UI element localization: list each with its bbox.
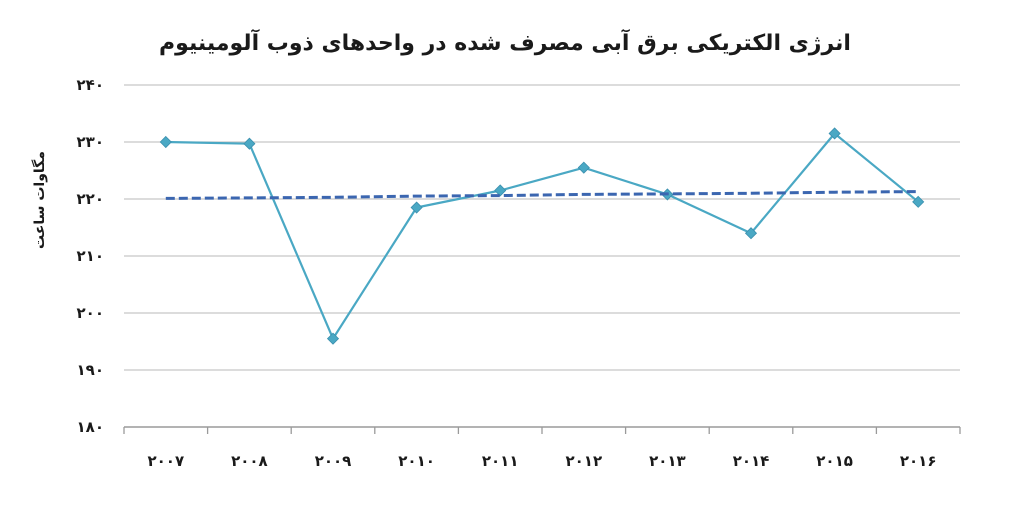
data-point-marker bbox=[828, 127, 841, 140]
x-tick-label: ۲۰۰۷ bbox=[147, 452, 184, 470]
x-tick-label: ۲۰۰۸ bbox=[231, 452, 268, 470]
series-group bbox=[159, 127, 925, 345]
x-tick-label: ۲۰۱۵ bbox=[816, 452, 853, 470]
data-point-marker bbox=[744, 227, 758, 240]
data-point-marker bbox=[494, 184, 507, 197]
y-tick-label: ۱۹۰ bbox=[77, 361, 104, 379]
chart-title: انرژی الکتریکی برق آبی مصرف شده در واحده… bbox=[159, 28, 851, 56]
y-tick-label: ۲۳۰ bbox=[77, 133, 104, 151]
data-point-marker bbox=[577, 161, 590, 174]
y-tick-label: ۲۱۰ bbox=[77, 247, 104, 265]
data-point-marker bbox=[159, 135, 172, 149]
data-point-marker bbox=[912, 195, 925, 208]
x-tick-label: ۲۰۱۱ bbox=[482, 452, 519, 470]
y-tick-labels: ۱۸۰ ۱۹۰ ۲۰۰ ۲۱۰ ۲۲۰ ۲۳۰ ۲۴۰ bbox=[77, 76, 104, 436]
x-tick-label: ۲۰۱۶ bbox=[900, 452, 937, 470]
x-tick-label: ۲۰۰۹ bbox=[315, 452, 352, 470]
y-tick-label: ۱۸۰ bbox=[77, 418, 104, 436]
data-point-marker bbox=[326, 332, 340, 345]
trendline bbox=[165, 190, 919, 200]
x-tick-label: ۲۰۱۰ bbox=[398, 452, 435, 470]
x-axis bbox=[123, 426, 961, 434]
x-tick-label: ۲۰۱۲ bbox=[565, 452, 602, 470]
y-tick-label: ۲۲۰ bbox=[77, 190, 104, 208]
x-tick-label: ۲۰۱۴ bbox=[733, 452, 770, 470]
data-point-marker bbox=[410, 201, 423, 214]
y-tick-label: ۲۰۰ bbox=[77, 304, 104, 322]
y-axis-label: مگاوات ساعت bbox=[31, 151, 48, 249]
y-tick-label: ۲۴۰ bbox=[77, 76, 104, 94]
x-tick-label: ۲۰۱۳ bbox=[649, 452, 686, 470]
data-point-marker bbox=[243, 137, 256, 150]
series-line bbox=[165, 132, 919, 340]
x-tick-labels: ۲۰۰۷ ۲۰۰۸ ۲۰۰۹ ۲۰۱۰ ۲۰۱۱ ۲۰۱۲ ۲۰۱۳ ۲۰۱۴ ۲۰۱۵ ۲۰۱۶ bbox=[147, 452, 936, 470]
